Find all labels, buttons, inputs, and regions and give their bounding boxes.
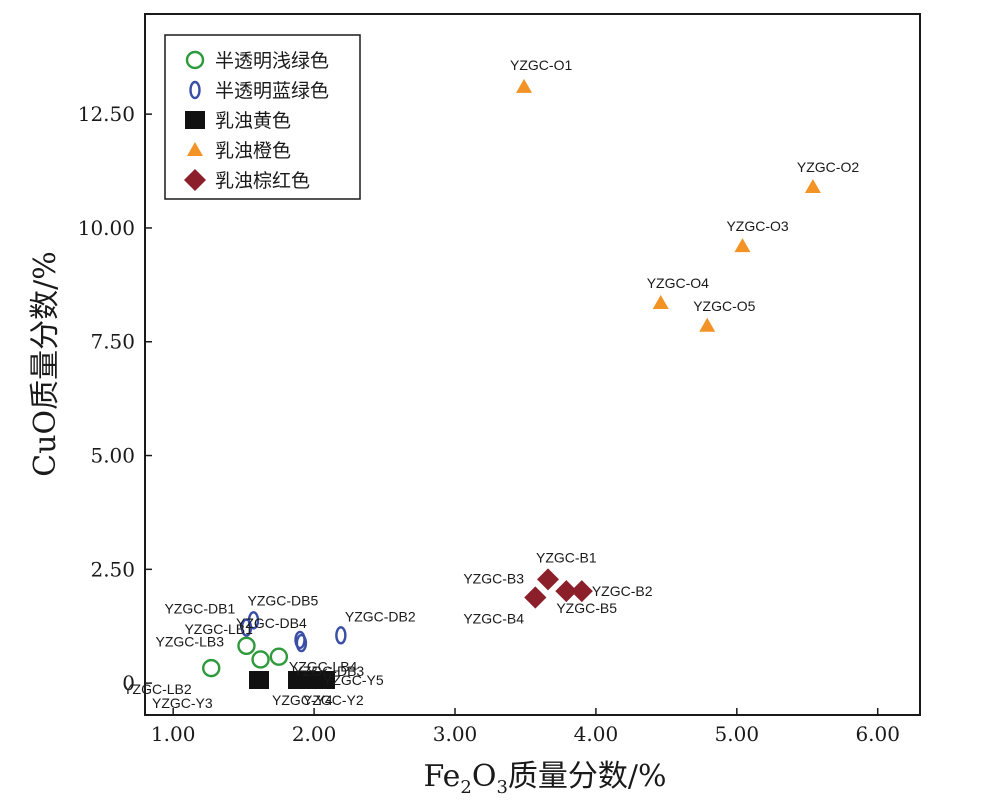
x-axis-label-sub-2: 2: [460, 777, 471, 798]
y-tick-label: 10.00: [78, 216, 135, 240]
point-labels: YZGC-LB1 YZGC-LB2 YZGC-LB3 YZGC-LB4 YZGC-DB1…: [123, 57, 859, 711]
data-point: [247, 611, 260, 630]
x-axis-label-fe: Fe: [423, 759, 460, 794]
data-point: [269, 647, 289, 666]
data-point: [335, 626, 347, 645]
y-tick-label: 12.50: [78, 102, 135, 126]
data-point: [537, 568, 559, 591]
y-axis-ticks: 0 2.50 5.00 7.50 10.00 12.50: [78, 102, 152, 695]
x-tick-label: 1.00: [151, 722, 196, 746]
point-label: YZGC-LB4: [289, 659, 358, 675]
data-point: [237, 636, 256, 656]
point-label: YZGC-LB1: [184, 621, 253, 637]
y-tick-label: 2.50: [90, 557, 135, 581]
point-label: YZGC-DB1: [164, 601, 235, 617]
x-tick-label: 4.00: [574, 722, 619, 746]
data-point: [555, 580, 578, 603]
point-label: YZGC-DB2: [345, 608, 416, 624]
point-label: YZGC-DB3: [293, 663, 364, 679]
point-label: YZGC-LB3: [156, 633, 225, 649]
y-tick-label: 5.00: [90, 444, 135, 468]
legend-label: 半透明蓝绿色: [215, 80, 329, 102]
data-point: [202, 658, 221, 678]
point-label: YZGC-O1: [510, 57, 572, 73]
point-label: YZGC-Y2: [303, 692, 364, 708]
data-point: [570, 580, 593, 603]
point-label: YZGC-Y4: [272, 692, 333, 708]
point-label: YZGC-LB2: [123, 681, 192, 697]
point-label: YZGC-O4: [647, 275, 709, 291]
legend-marker: [187, 142, 203, 156]
legend-label: 乳浊橙色: [215, 140, 291, 162]
point-label: YZGC-O3: [726, 218, 788, 234]
point-label: YZGC-DB4: [236, 615, 307, 631]
x-tick-label: 2.00: [292, 722, 337, 746]
data-point: [294, 630, 306, 650]
x-tick-label: 6.00: [855, 722, 900, 746]
legend-label: 乳浊黄色: [215, 110, 291, 132]
point-label: YZGC-DB5: [248, 592, 319, 608]
point-label: YZGC-B4: [463, 611, 524, 627]
legend-marker: [185, 111, 205, 129]
y-tick-label: 7.50: [90, 330, 135, 354]
point-label: YZGC-Y3: [152, 695, 213, 711]
x-tick-label: 3.00: [433, 722, 478, 746]
legend-label: 半透明浅绿色: [215, 50, 329, 72]
data-point: [524, 586, 547, 609]
x-axis-label: Fe2O3质量分数/%: [423, 759, 666, 798]
y-axis-label: CuO质量分数/%: [28, 251, 63, 476]
data-point: [734, 238, 751, 253]
plot-frame: [144, 13, 921, 716]
x-axis-label-tail: 质量分数/%: [508, 759, 667, 794]
point-label: YZGC-O5: [693, 298, 755, 314]
x-tick-label: 5.00: [715, 722, 760, 746]
x-axis-ticks: 1.00 2.00 3.00 4.00 5.00 6.00: [151, 708, 900, 746]
legend-marker: [184, 169, 206, 191]
data-point: [652, 295, 669, 310]
x-axis-label-o: O: [472, 759, 497, 794]
data-point: [315, 671, 335, 689]
point-label: YZGC-Y5: [323, 672, 384, 688]
x-axis-label-sub-3: 3: [496, 777, 507, 798]
point-label: YZGC-B3: [463, 571, 524, 587]
data-point: [249, 671, 269, 689]
data-point: [516, 78, 533, 93]
legend-label: 乳浊棕红色: [215, 170, 310, 192]
y-tick-label: 0: [122, 671, 135, 695]
data-points: [202, 78, 821, 689]
data-point: [699, 317, 716, 332]
data-point: [804, 178, 821, 193]
legend-marker: [189, 80, 201, 100]
data-point: [251, 650, 270, 669]
point-label: YZGC-B1: [536, 549, 597, 565]
point-label: YZGC-O2: [797, 159, 859, 175]
point-label: YZGC-B5: [556, 600, 617, 616]
legend-marker: [185, 50, 205, 70]
point-label: YZGC-B2: [592, 583, 653, 599]
